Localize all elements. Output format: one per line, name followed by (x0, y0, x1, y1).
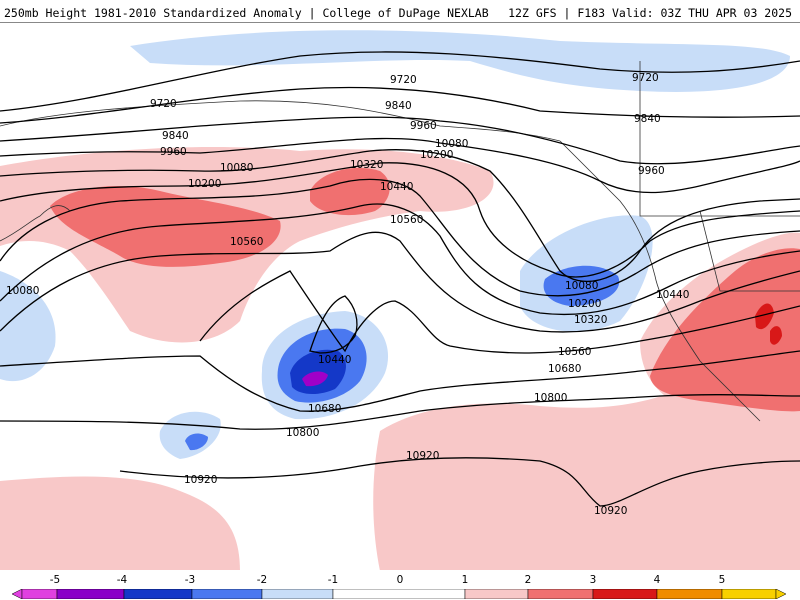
color-neg5 (21, 589, 58, 599)
product-title: 250mb Height 1981-2010 Standardized Anom… (4, 6, 489, 20)
color-neg4 (56, 589, 125, 599)
colorbar-tick: -5 (49, 574, 61, 586)
pos-anomaly-east-mid (650, 248, 800, 412)
label-10920-a: 10920 (184, 474, 217, 486)
coastlines (0, 61, 800, 422)
label-9840-b: 9840 (385, 100, 412, 112)
label-10680-b: 10680 (548, 363, 581, 375)
label-10080-b: 10080 (435, 138, 468, 150)
label-10920-c: 10920 (594, 505, 627, 517)
label-10560-c: 10560 (558, 346, 591, 358)
label-10200-c: 10200 (568, 298, 601, 310)
colorbar-tick: 1 (461, 574, 469, 586)
map-canvas: 9720 9720 9720 9840 9840 9840 9960 9960 … (0, 30, 800, 571)
label-10320-b: 10320 (574, 314, 607, 326)
color-pos1 (464, 589, 529, 599)
colorbar-tick: -3 (184, 574, 196, 586)
label-9960-c: 9960 (638, 165, 665, 177)
colorbar-tick: 5 (718, 574, 726, 586)
label-10440-b: 10440 (318, 354, 351, 366)
color-neg1 (261, 589, 334, 599)
model-valid-time: 12Z GFS | F183 Valid: 03Z THU APR 03 202… (508, 6, 792, 20)
label-9840-a: 9840 (162, 130, 189, 142)
color-pos4 (656, 589, 723, 599)
title-bar: 250mb Height 1981-2010 Standardized Anom… (0, 0, 800, 22)
pos-anomaly-east-core (755, 303, 774, 330)
pos-anomaly-south (373, 374, 800, 571)
color-pos2 (527, 589, 594, 599)
label-9840-c: 9840 (634, 113, 661, 125)
color-neg3 (123, 589, 193, 599)
label-10560-a: 10560 (230, 236, 263, 248)
colorbar-tick: 4 (653, 574, 661, 586)
label-10800-b: 10800 (534, 392, 567, 404)
colorbar-arrow-right (775, 589, 786, 599)
label-10200-a: 10200 (188, 178, 221, 190)
label-9960-a: 9960 (160, 146, 187, 158)
label-10920-b: 10920 (406, 450, 439, 462)
label-10440-a: 10440 (380, 181, 413, 193)
label-9720-a: 9720 (150, 98, 177, 110)
anomaly-map: 9720 9720 9720 9840 9840 9840 9960 9960 … (0, 22, 800, 572)
pos-anomaly-asia-mid (50, 186, 281, 267)
color-neg2 (191, 589, 263, 599)
label-9720-c: 9720 (632, 72, 659, 84)
label-10800-a: 10800 (286, 427, 319, 439)
colorbar-arrow-left (12, 589, 23, 599)
colorbar-tick: -1 (327, 574, 339, 586)
label-10200-b: 10200 (420, 149, 453, 161)
contour-labels: 9720 9720 9720 9840 9840 9840 9960 9960 … (6, 72, 689, 517)
height-contours (0, 51, 800, 507)
pos-anomaly-southwest (0, 476, 240, 571)
neg-anomaly-north (130, 30, 790, 92)
label-9720-b: 9720 (390, 74, 417, 86)
colorbar-tick: -4 (116, 574, 128, 586)
colorbar-tick: 2 (524, 574, 532, 586)
label-10080-a: 10080 (220, 162, 253, 174)
label-10080-d: 10080 (565, 280, 598, 292)
label-10680-a: 10680 (308, 403, 341, 415)
neg-anomaly-small-mid (185, 433, 208, 451)
colorbar-tick: 0 (396, 574, 404, 586)
label-10320-a: 10320 (350, 159, 383, 171)
colorbar-strip (12, 589, 786, 599)
colorbar: -5 -4 -3 -2 -1 0 1 2 3 4 5 (0, 570, 800, 600)
color-zero (332, 589, 466, 599)
label-10560-b: 10560 (390, 214, 423, 226)
color-pos3 (592, 589, 658, 599)
colorbar-tick: 3 (589, 574, 597, 586)
label-10440-c: 10440 (656, 289, 689, 301)
neg-anomaly-west (0, 271, 56, 382)
color-pos5 (721, 589, 777, 599)
pos-anomaly-east-core-2 (770, 326, 782, 345)
colorbar-tick: -2 (256, 574, 268, 586)
label-10080-c: 10080 (6, 285, 39, 297)
neg-anomaly-low-center (302, 371, 328, 387)
label-9960-b: 9960 (410, 120, 437, 132)
